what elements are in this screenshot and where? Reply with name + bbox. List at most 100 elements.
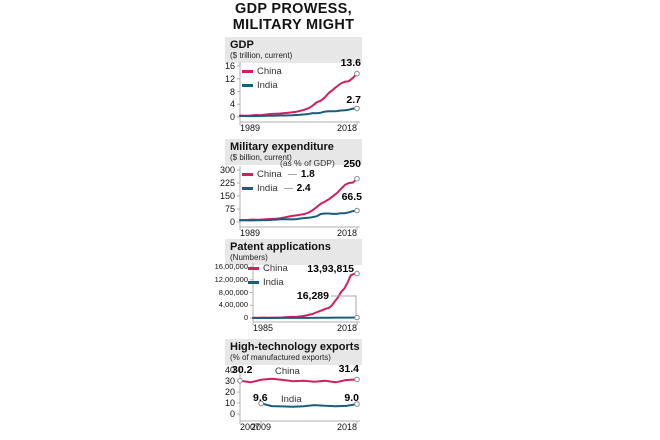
annotation-13-93-815: 13,93,815 [307,263,354,275]
legend-item-china: China 1.8 [242,169,315,180]
legend-name: China [263,263,288,274]
x-tick-label: 2007 [240,422,261,432]
y-tick-label: 75 [224,204,235,214]
annotation-30.2: 30.2 [232,364,253,376]
y-tick-label: 0 [229,217,235,227]
x-tick-label: 1989 [240,123,261,133]
data-point-marker [354,207,360,214]
annotation-13.6: 13.6 [340,57,361,69]
chart-header: Military expenditure ($ billion, current… [225,139,362,165]
series-line-china [239,377,358,384]
chart-patent-applications: Patent applications (Numbers) 16,00,000 1… [215,239,362,334]
chart-subtitle: (Numbers) [230,253,268,262]
series-line-india [260,402,358,408]
y-tick-label: 40 [224,365,235,375]
chart-subtitle: ($ billion, current) [230,153,292,162]
legend-swatch-china [242,70,253,73]
chart-title: High-technology exports [230,341,360,353]
y-tick-label: 16,00,000 [214,262,248,271]
chart-gdp: GDP ($ trillion, current) 16 12 8 4 0 1989 201… [224,37,362,133]
x-tick-label: 2018 [336,123,357,133]
series-line-india [239,209,358,222]
y-tick-label: 10 [224,398,235,408]
plot-area [237,62,360,125]
y-tick-label: 8,00,000 [218,287,248,297]
legend-name: China [257,169,282,180]
annotation-9.6: 9.6 [253,392,268,404]
data-point-marker [237,378,243,384]
y-tick-label: 0 [243,313,248,322]
y-tick-label: 12 [224,73,235,84]
y-tick-label: 20 [224,387,235,397]
legend-name: China [257,66,282,77]
legend-name: India [257,80,278,91]
legend-note: (as % of GDP) [280,158,335,168]
data-point-marker [354,401,360,407]
page-title: GDP PROWESS, MILITARY MIGHT [225,1,362,33]
annotation-india: India [281,394,302,405]
data-point-marker [354,70,360,77]
data-point-marker [354,105,360,112]
annotation-china: China [275,366,300,377]
annotation-9.0: 9.0 [344,392,359,404]
chart-title: GDP [230,39,254,51]
y-tick-label: 0 [229,409,235,419]
data-point-marker [354,376,360,383]
legend-dash [287,174,297,175]
x-tick-label: 2009 [251,422,272,432]
annotation-16-289: 16,289 [296,290,329,302]
chart-header: Patent applications (Numbers) [225,239,362,265]
page-title-line1: GDP PROWESS, [235,1,352,17]
y-tick-label: 4 [229,99,235,110]
plot-area [237,166,360,230]
y-tick-label: 16 [224,61,235,71]
legend-value: 2.4 [296,183,311,194]
y-tick-label: 0 [229,112,235,122]
chart-header: GDP ($ trillion, current) [225,37,362,63]
y-tick-label: 225 [219,178,235,188]
y-tick-label: 12,00,000 [214,274,248,284]
legend-swatch-india [242,187,253,190]
page-title-line2: MILITARY MIGHT [232,16,355,33]
y-tick-label: 150 [219,191,235,201]
chart-military-expenditure: Military expenditure ($ billion, current… [220,139,362,238]
y-tick-label: 30 [224,376,235,386]
legend-swatch-india [248,281,259,284]
legend-value: 1.8 [300,169,315,180]
plot-area [250,263,360,325]
data-point-marker [354,270,360,277]
x-tick-label: 1989 [240,228,261,238]
chart-subtitle: (% of manufactured exports) [230,353,331,362]
y-tick-label: 300 [219,165,235,175]
legend-name: India [263,277,284,288]
x-tick-label: 2018 [336,323,357,333]
x-tick-label: 2018 [336,422,357,432]
annotation-2.7: 2.7 [346,94,361,106]
chart-high-tech-exports: High-technology exports (% of manufactur… [225,339,362,434]
legend-item-india: India [248,277,284,288]
chart-title: Patent applications [230,241,331,253]
chart-header: High-technology exports (% of manufactur… [225,339,362,365]
annotation-66.5: 66.5 [341,191,362,203]
plot-area [237,366,360,424]
y-tick-label: 8 [229,86,235,97]
x-tick-label: 1985 [253,323,274,333]
legend-dash [283,188,293,189]
annotation-connector [331,295,357,315]
legend-name: India [257,183,278,194]
legend-item-india: India [242,80,278,91]
legend-item-china: China [248,263,288,274]
chart-subtitle: ($ trillion, current) [230,51,293,60]
annotation-31.4: 31.4 [338,363,359,375]
x-tick-label: 2018 [336,228,357,238]
series-line-india [239,107,358,118]
legend-swatch-china [242,173,253,176]
series-line-india [252,316,358,319]
legend-item-india: India 2.4 [242,183,311,194]
legend-swatch-india [242,84,253,87]
y-tick-label: 4,00,000 [218,300,248,310]
data-point-marker [258,400,264,407]
legend-swatch-china [248,267,259,270]
data-point-marker [354,175,360,182]
